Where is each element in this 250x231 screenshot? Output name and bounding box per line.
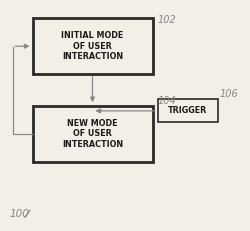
Bar bbox=[158, 99, 218, 122]
Text: 104: 104 bbox=[158, 96, 176, 106]
Text: INITIAL MODE
OF USER
INTERACTION: INITIAL MODE OF USER INTERACTION bbox=[62, 31, 124, 61]
Bar bbox=[32, 106, 152, 162]
Text: TRIGGER: TRIGGER bbox=[168, 106, 207, 115]
Text: 100: 100 bbox=[10, 209, 30, 219]
Text: 102: 102 bbox=[158, 15, 176, 25]
Text: NEW MODE
OF USER
INTERACTION: NEW MODE OF USER INTERACTION bbox=[62, 119, 123, 149]
Bar bbox=[32, 18, 152, 74]
Text: 106: 106 bbox=[220, 89, 239, 99]
